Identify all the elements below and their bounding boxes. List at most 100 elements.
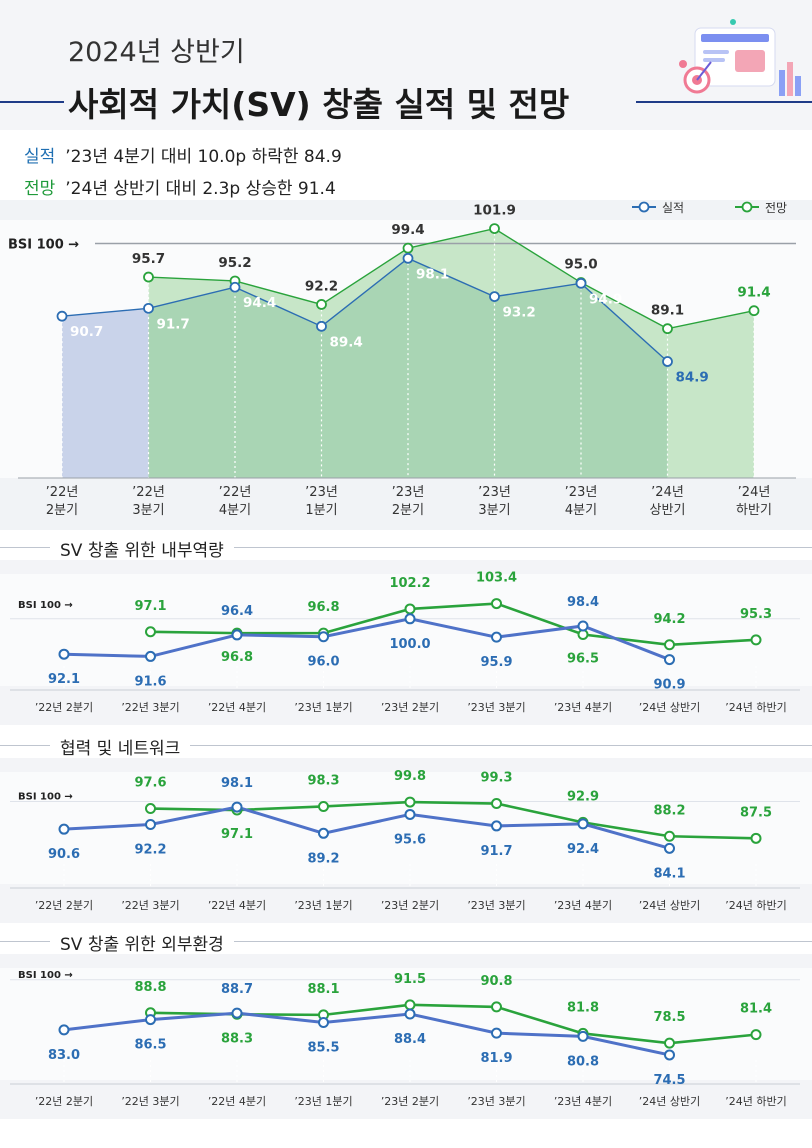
- forecast-data-label: 92.9: [567, 789, 599, 804]
- actual-point: [404, 613, 416, 625]
- x-tick-label: 3분기: [132, 503, 164, 518]
- x-tick-label: 4분기: [565, 503, 597, 518]
- summary-forecast: 전망 ’24년 상반기 대비 2.3p 상승한 91.4: [24, 174, 336, 199]
- bsi-reference-label: BSI 100 →: [8, 237, 79, 252]
- actual-data-label: 88.4: [394, 1032, 426, 1047]
- forecast-data-label: 94.2: [653, 612, 685, 627]
- x-tick-label: ’23년 3분기: [467, 899, 525, 912]
- cooperation-network-chart: BSI 100 → 90.6 97.6 92.2 97.1 98.1 98.3 89.2 99.…: [0, 758, 812, 923]
- x-tick-label: ’22년: [132, 485, 165, 500]
- actual-data-label: 95.9: [480, 655, 512, 670]
- x-tick-label: 2분기: [46, 503, 78, 518]
- forecast-data-label: 98.3: [307, 773, 339, 788]
- internal-capacity-chart: BSI 100 → 92.1 97.1 91.6 96.8 96.4 96.8 96.0 102…: [0, 560, 812, 725]
- x-tick-label: 2분기: [392, 503, 424, 518]
- actual-series-line: [61, 257, 668, 363]
- section-divider: [0, 941, 812, 942]
- x-tick-label: ’22년 4분기: [208, 899, 266, 912]
- forecast-point: [750, 1029, 762, 1041]
- forecast-point: [664, 1037, 675, 1049]
- forecast-point: [145, 803, 156, 815]
- forecast-data-label: 81.4: [740, 1002, 772, 1017]
- title-rule-right: [636, 101, 812, 103]
- forecast-data-label: 90.8: [480, 974, 512, 989]
- actual-data-label: 90.9: [653, 678, 685, 693]
- actual-data-label: 94.9: [589, 291, 622, 307]
- forecast-data-label: 103.4: [476, 571, 517, 586]
- actual-point: [145, 1014, 156, 1026]
- forecast-series-line: [150, 800, 757, 840]
- x-tick-label: ’23년: [478, 485, 511, 500]
- forecast-point: [491, 598, 502, 610]
- x-tick-label: ’22년 2분기: [35, 899, 93, 912]
- forecast-data-label: 95.0: [564, 257, 597, 273]
- x-tick-label: 1분기: [305, 503, 337, 518]
- actual-point: [491, 1027, 502, 1039]
- x-tick-label: ’23년 1분기: [294, 899, 352, 912]
- actual-series-line: [63, 1011, 670, 1057]
- actual-data-label: 84.1: [653, 866, 685, 881]
- legend-actual-marker: [638, 201, 650, 213]
- actual-data-label: 90.6: [48, 847, 80, 862]
- page-title: 사회적 가치(SV) 창출 실적 및 전망: [68, 85, 570, 124]
- plot-area: [0, 772, 812, 884]
- actual-data-label: 86.5: [134, 1038, 166, 1053]
- x-tick-label: ’22년 4분기: [208, 1095, 266, 1108]
- actual-data-label: 81.9: [480, 1051, 512, 1066]
- actual-data-label: 93.2: [503, 305, 536, 321]
- x-tick-label: ’24년 상반기: [639, 701, 700, 714]
- x-tick-label: ’23년 4분기: [554, 899, 612, 912]
- dashboard-illustration-icon: [679, 19, 801, 96]
- forecast-data-label: 95.7: [132, 251, 165, 267]
- actual-data-label: 96.4: [221, 604, 253, 619]
- forecast-point: [143, 271, 154, 283]
- forecast-point: [318, 800, 329, 812]
- x-tick-label: ’23년: [392, 485, 425, 500]
- forecast-data-label: 88.1: [307, 982, 339, 997]
- x-tick-label: ’23년 3분기: [467, 701, 525, 714]
- actual-area: [62, 308, 149, 478]
- x-tick-label: ’23년 1분기: [294, 1095, 352, 1108]
- actual-point: [489, 291, 500, 303]
- forecast-data-label: 91.5: [394, 972, 426, 987]
- title-rule-left: [0, 101, 64, 103]
- x-tick-label: ’22년 2분기: [35, 1095, 93, 1108]
- x-tick-label: ’23년 1분기: [294, 701, 352, 714]
- forecast-data-label: 88.8: [134, 980, 166, 995]
- actual-data-label: 91.6: [134, 674, 166, 689]
- forecast-point: [750, 832, 762, 844]
- section-title-internal: SV 창출 위한 내부역량: [50, 536, 234, 561]
- actual-data-label: 92.1: [48, 672, 80, 687]
- forecast-point: [491, 1001, 502, 1013]
- forecast-data-label: 96.5: [567, 651, 599, 666]
- forecast-point: [402, 242, 414, 254]
- forecast-data-label: 99.8: [394, 769, 426, 784]
- forecast-series-line: [148, 227, 755, 330]
- forecast-data-label: 91.4: [737, 285, 770, 301]
- actual-point: [577, 1030, 589, 1042]
- actual-data-label: 88.7: [221, 982, 253, 997]
- x-tick-label: ’24년 하반기: [725, 1094, 786, 1108]
- forecast-data-label: 97.1: [221, 827, 253, 842]
- actual-point: [664, 842, 675, 854]
- forecast-data-label: 99.4: [391, 222, 424, 238]
- actual-series-line: [63, 805, 670, 850]
- actual-point: [58, 648, 70, 660]
- forecast-point: [750, 634, 762, 646]
- actual-point: [402, 252, 414, 264]
- x-tick-label: 상반기: [650, 503, 686, 518]
- x-tick-label: ’23년 2분기: [381, 899, 439, 912]
- forecast-point: [664, 830, 675, 842]
- actual-point: [316, 320, 327, 332]
- actual-point: [404, 808, 416, 820]
- legend-actual-label: 실적: [662, 201, 684, 215]
- summary-forecast-text: ’24년 상반기 대비 2.3p 상승한 91.4: [65, 179, 336, 199]
- summary-forecast-key: 전망: [24, 179, 56, 199]
- legend-forecast-marker: [741, 201, 753, 213]
- section-divider: [0, 547, 812, 548]
- actual-point: [58, 823, 70, 835]
- forecast-point: [489, 223, 500, 235]
- forecast-data-label: 96.8: [221, 650, 253, 665]
- actual-data-label: 98.1: [416, 266, 449, 282]
- summary-actual-key: 실적: [24, 147, 56, 167]
